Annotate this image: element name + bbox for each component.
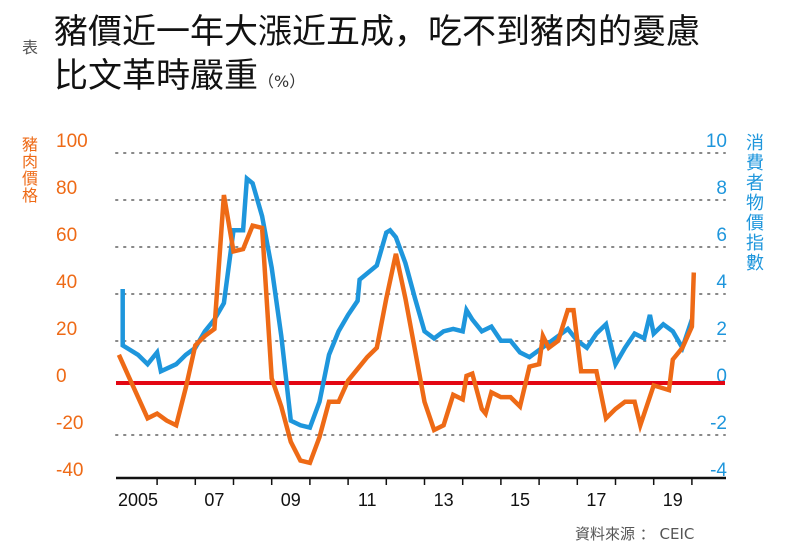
left-tick-label: 60 [56, 225, 77, 246]
x-tick-label: 11 [358, 490, 377, 510]
left-axis-label: 豬肉價格 [22, 135, 39, 205]
x-tick-label: 19 [663, 490, 683, 510]
left-y-axis-ticks: 100 80 60 40 20 0 -20 -40 [56, 131, 88, 481]
left-tick-label: -40 [56, 460, 83, 481]
right-tick-label: 6 [716, 225, 727, 246]
x-tick-label: 09 [281, 490, 301, 510]
chart-title: 豬價近一年大漲近五成，吃不到豬肉的憂慮 比文革時嚴重（%） [54, 10, 700, 104]
right-tick-label: 2 [716, 319, 727, 340]
table-tag: 表 [22, 38, 39, 57]
left-tick-label: 80 [56, 178, 77, 199]
x-tick-label: 13 [434, 490, 454, 510]
series-line-pork-price [116, 194, 697, 466]
chart-title-line2: 比文革時嚴重（%） [54, 54, 700, 104]
right-tick-label: -4 [710, 460, 727, 481]
x-tick-label: 2005 [118, 490, 158, 510]
left-tick-label: 100 [56, 131, 88, 152]
right-tick-label: 10 [706, 131, 727, 152]
right-axis-label: 消費者物價指數 [746, 133, 764, 274]
series-line-cpi [120, 174, 695, 431]
right-tick-label: 4 [716, 272, 727, 293]
source-note: 資料來源 ： CEIC [575, 525, 695, 543]
right-y-axis-ticks: 10 8 6 4 2 0 -2 -4 [706, 131, 728, 481]
grid-lines [115, 152, 726, 436]
left-tick-label: 40 [56, 272, 77, 293]
x-axis: 2005 07 09 11 13 15 17 19 [116, 476, 726, 510]
left-tick-label: -20 [56, 413, 83, 434]
chart-unit: （%） [258, 72, 306, 91]
x-tick-label: 17 [586, 490, 606, 510]
right-tick-label: -2 [710, 413, 727, 434]
left-tick-label: 20 [56, 319, 77, 340]
x-tick-label: 07 [204, 490, 224, 510]
chart-title-line1: 豬價近一年大漲近五成，吃不到豬肉的憂慮 [54, 12, 700, 52]
x-tick-label: 15 [510, 490, 530, 510]
series-lines [116, 174, 725, 466]
right-tick-label: 8 [716, 178, 727, 199]
right-tick-label: 0 [716, 366, 727, 387]
chart-title-line2-text: 比文革時嚴重 [54, 56, 258, 96]
left-tick-label: 0 [56, 366, 67, 387]
